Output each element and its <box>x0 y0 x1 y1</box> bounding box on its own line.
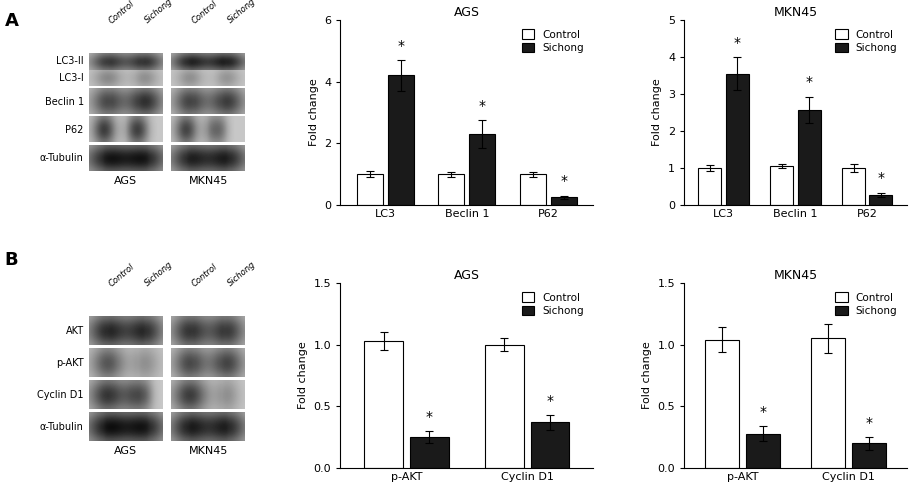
Bar <box>770 166 793 205</box>
FancyBboxPatch shape <box>171 316 245 345</box>
FancyBboxPatch shape <box>89 146 162 171</box>
FancyBboxPatch shape <box>171 89 245 114</box>
Bar <box>852 443 886 468</box>
Text: *: * <box>759 405 766 419</box>
Text: Sichong: Sichong <box>144 260 175 288</box>
FancyBboxPatch shape <box>171 348 245 377</box>
Text: *: * <box>734 35 741 50</box>
Text: *: * <box>561 174 568 188</box>
Text: Control: Control <box>107 0 136 25</box>
FancyBboxPatch shape <box>171 412 245 441</box>
FancyBboxPatch shape <box>89 316 162 345</box>
Legend: Control, Sichong: Control, Sichong <box>518 25 588 57</box>
Text: Sichong: Sichong <box>226 260 257 288</box>
FancyBboxPatch shape <box>89 412 162 441</box>
Bar <box>798 110 821 205</box>
FancyBboxPatch shape <box>89 89 162 114</box>
Bar <box>699 168 722 205</box>
Y-axis label: Fold change: Fold change <box>642 342 652 409</box>
Text: B: B <box>5 251 18 269</box>
Text: MKN45: MKN45 <box>189 446 228 456</box>
Text: *: * <box>426 410 433 424</box>
Text: Control: Control <box>190 0 219 25</box>
Text: *: * <box>479 99 485 113</box>
Text: AGS: AGS <box>114 176 136 186</box>
Text: LC3-I: LC3-I <box>59 73 83 83</box>
FancyBboxPatch shape <box>89 118 162 142</box>
Bar <box>530 422 570 468</box>
Text: *: * <box>806 75 812 89</box>
Bar <box>438 174 464 205</box>
Text: *: * <box>878 171 885 185</box>
Title: MKN45: MKN45 <box>773 6 818 19</box>
Bar <box>410 437 449 468</box>
Y-axis label: Fold change: Fold change <box>298 342 308 409</box>
FancyBboxPatch shape <box>171 53 245 86</box>
Text: A: A <box>5 12 18 30</box>
Bar <box>725 74 748 205</box>
FancyBboxPatch shape <box>171 118 245 142</box>
Bar <box>746 434 780 468</box>
Bar <box>365 341 403 468</box>
Text: α-Tubulin: α-Tubulin <box>39 422 83 432</box>
Text: Control: Control <box>107 262 136 288</box>
Title: AGS: AGS <box>453 6 480 19</box>
Text: P62: P62 <box>65 125 83 135</box>
Legend: Control, Sichong: Control, Sichong <box>831 25 901 57</box>
Text: α-Tubulin: α-Tubulin <box>39 153 83 163</box>
Bar <box>551 197 577 205</box>
FancyBboxPatch shape <box>171 380 245 409</box>
Text: LC3-II: LC3-II <box>56 56 83 66</box>
Bar <box>387 76 414 205</box>
Y-axis label: Fold change: Fold change <box>652 79 662 146</box>
Bar <box>469 134 496 205</box>
Bar <box>485 345 524 468</box>
Title: MKN45: MKN45 <box>773 269 818 282</box>
Bar <box>356 174 383 205</box>
FancyBboxPatch shape <box>171 146 245 171</box>
Text: AGS: AGS <box>114 446 136 456</box>
Legend: Control, Sichong: Control, Sichong <box>831 288 901 320</box>
Text: Sichong: Sichong <box>144 0 175 25</box>
Text: Beclin 1: Beclin 1 <box>45 97 83 107</box>
Text: MKN45: MKN45 <box>189 176 228 186</box>
Title: AGS: AGS <box>453 269 480 282</box>
FancyBboxPatch shape <box>89 380 162 409</box>
Text: *: * <box>547 393 553 408</box>
Bar <box>812 339 845 468</box>
Text: p-AKT: p-AKT <box>56 358 83 368</box>
Bar <box>520 174 546 205</box>
Text: Sichong: Sichong <box>226 0 257 25</box>
Bar <box>705 340 739 468</box>
Text: *: * <box>398 39 404 53</box>
FancyBboxPatch shape <box>89 53 162 86</box>
Text: AKT: AKT <box>66 326 83 336</box>
Bar <box>842 168 866 205</box>
Bar <box>869 195 892 205</box>
Text: Control: Control <box>190 262 219 288</box>
Text: Cyclin D1: Cyclin D1 <box>38 390 83 400</box>
Legend: Control, Sichong: Control, Sichong <box>518 288 588 320</box>
FancyBboxPatch shape <box>89 348 162 377</box>
Y-axis label: Fold change: Fold change <box>309 79 319 146</box>
Text: *: * <box>865 416 872 430</box>
